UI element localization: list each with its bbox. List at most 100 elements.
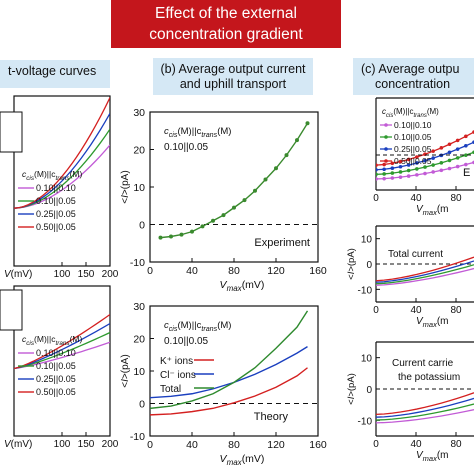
- c_bottom-series-line-0: [376, 409, 474, 424]
- b-bottom-annotation-theory: Theory: [254, 411, 289, 423]
- ylabel-part: >(pA): [346, 373, 357, 397]
- a_bottom-legend-title-text: ccis(M)||ctrans(M): [22, 334, 83, 347]
- legend-title-part: (M): [70, 334, 83, 344]
- panel-b-header-line-2: and uphill transport: [179, 77, 287, 91]
- b_top-ylabel: <I>(pA): [120, 170, 131, 203]
- b_top-data-point: [200, 224, 205, 229]
- c_top-data-point: [382, 162, 386, 167]
- a_bottom-legend-label-1: 0.10||0.05: [36, 361, 76, 371]
- legend-title-part: trans: [201, 325, 217, 333]
- c_top-data-point: [415, 161, 419, 165]
- banner-line-1: Effect of the external: [155, 5, 297, 22]
- c-top-legend-marker-1: [384, 135, 388, 139]
- legend-title-part: (M): [70, 169, 83, 179]
- ylabel-part: >(pA): [120, 354, 131, 379]
- c-top-legend-marker-2: [384, 147, 388, 151]
- xlabel-part: max: [423, 208, 437, 217]
- a_bottom-xtick-label: 150: [78, 439, 95, 450]
- legend-title-part: c: [164, 320, 169, 331]
- xlabel-part: max: [423, 320, 437, 329]
- b_top-data-point: [232, 205, 236, 210]
- c_top-data-point: [398, 175, 403, 179]
- c_top-data-point: [439, 146, 444, 150]
- a_top-xtick-label: 100: [54, 269, 71, 280]
- c_top-data-point: [447, 142, 452, 147]
- c_top-data-point: [439, 161, 444, 165]
- b_bottom-series-line-2: [150, 310, 309, 410]
- ylabel-part: <: [120, 382, 131, 388]
- b_top-data-point: [295, 138, 299, 143]
- a_bottom-legend-label-3: 0.50||0.05: [36, 387, 76, 397]
- c_mid-ylabel: <I>(pA): [346, 248, 357, 280]
- a_top-xtick-label: 150: [78, 269, 95, 280]
- b_bottom-xtick-label: 0: [147, 439, 153, 451]
- a_bottom-xtick-label: 200: [102, 439, 119, 450]
- legend-title-part: c: [22, 334, 27, 344]
- c_top-data-point: [406, 157, 411, 162]
- b_bottom-series-line-0: [150, 367, 308, 416]
- c_top-data-point: [398, 170, 403, 174]
- legend-title-part: trans: [55, 340, 70, 347]
- legend-title-part: (M)||c: [177, 320, 201, 331]
- c_top-data-point: [406, 168, 411, 173]
- legend-title-part: (M): [217, 320, 231, 331]
- c-top-legend-title-text: ccis(M)||ctrans(M): [382, 107, 439, 119]
- b_top-xtick-label: 120: [267, 265, 285, 277]
- panel-c-header-line-1: (c) Average outpu: [361, 62, 460, 76]
- b_top-ytick-label: 0: [139, 220, 145, 232]
- legend-title-part: cis: [26, 340, 35, 347]
- b_bottom-xtick-label: 80: [228, 439, 240, 451]
- c_top-xtick-label: 80: [450, 193, 462, 204]
- a_bottom-xlabel: V(mV): [4, 439, 32, 450]
- c_bottom-ytick-label: 10: [361, 354, 373, 365]
- c_top-data-point: [376, 172, 378, 177]
- banner-line-2: concentration gradient: [149, 26, 303, 43]
- b_bottom-xtick-label: 40: [186, 439, 198, 451]
- xlabel-part: (m: [437, 204, 449, 215]
- c_top-data-point: [431, 170, 435, 174]
- c_mid-series-line-0: [376, 267, 474, 286]
- xlabel-part: (m: [437, 450, 449, 461]
- b_bottom-ytick-label: -10: [130, 431, 145, 443]
- legend-title-part: (M)||c: [34, 169, 56, 179]
- c-top-legend-label-1: 0.10||0.05: [394, 132, 432, 142]
- c_mid-xtick-label: 80: [450, 305, 462, 316]
- c_mid-series-line-3: [376, 256, 474, 282]
- xlabel-part: (mV): [242, 453, 265, 465]
- legend-title-part: cis: [26, 175, 35, 182]
- c_bottom-xtick-label: 40: [410, 439, 422, 450]
- title-banner: Effect of the external concentration gra…: [111, 0, 341, 48]
- c_top-data-point: [431, 163, 435, 167]
- legend-title-part: cis: [169, 131, 178, 139]
- a_top-inset-frame: [0, 111, 23, 153]
- xlabel-part: max: [423, 454, 437, 463]
- c_top-data-point: [423, 165, 427, 169]
- c_top-data-point: [398, 164, 403, 169]
- legend-title-part: trans: [201, 131, 217, 139]
- b_bottom-legend-title: ccis(M)||ctrans(M): [164, 320, 231, 333]
- c_top-data-point: [376, 177, 378, 181]
- b-bottom-legend-label-2: Total: [160, 384, 181, 395]
- c-top-legend-label-0: 0.10||0.10: [394, 120, 432, 130]
- xlabel-part: (mV): [11, 439, 33, 450]
- c_top-data-point: [415, 173, 419, 177]
- legend-title-part: cis: [386, 113, 393, 119]
- xlabel-part: max: [227, 458, 243, 467]
- c_top-xlabel: Vmax(m: [416, 204, 449, 217]
- c-top-legend-label-2: 0.25||0.05: [394, 144, 432, 154]
- c_top-data-point: [439, 168, 444, 173]
- b_top-xtick-label: 40: [186, 265, 198, 277]
- c_mid-xtick-label: 0: [373, 305, 379, 316]
- legend-title-part: (M)||c: [34, 334, 56, 344]
- b_top-data-point: [179, 232, 184, 237]
- c_top-data-point: [376, 167, 378, 172]
- panel-b-header-line-1: (b) Average output current: [160, 62, 306, 76]
- a_top-series-line-3: [14, 97, 110, 209]
- xlabel-part: V: [416, 204, 424, 215]
- c_bottom-xtick-label: 0: [373, 439, 379, 450]
- legend-title-part: c: [164, 126, 169, 137]
- c_top-data-point: [390, 171, 395, 175]
- xlabel-part: V: [220, 279, 228, 291]
- ylabel-part: <: [346, 399, 357, 405]
